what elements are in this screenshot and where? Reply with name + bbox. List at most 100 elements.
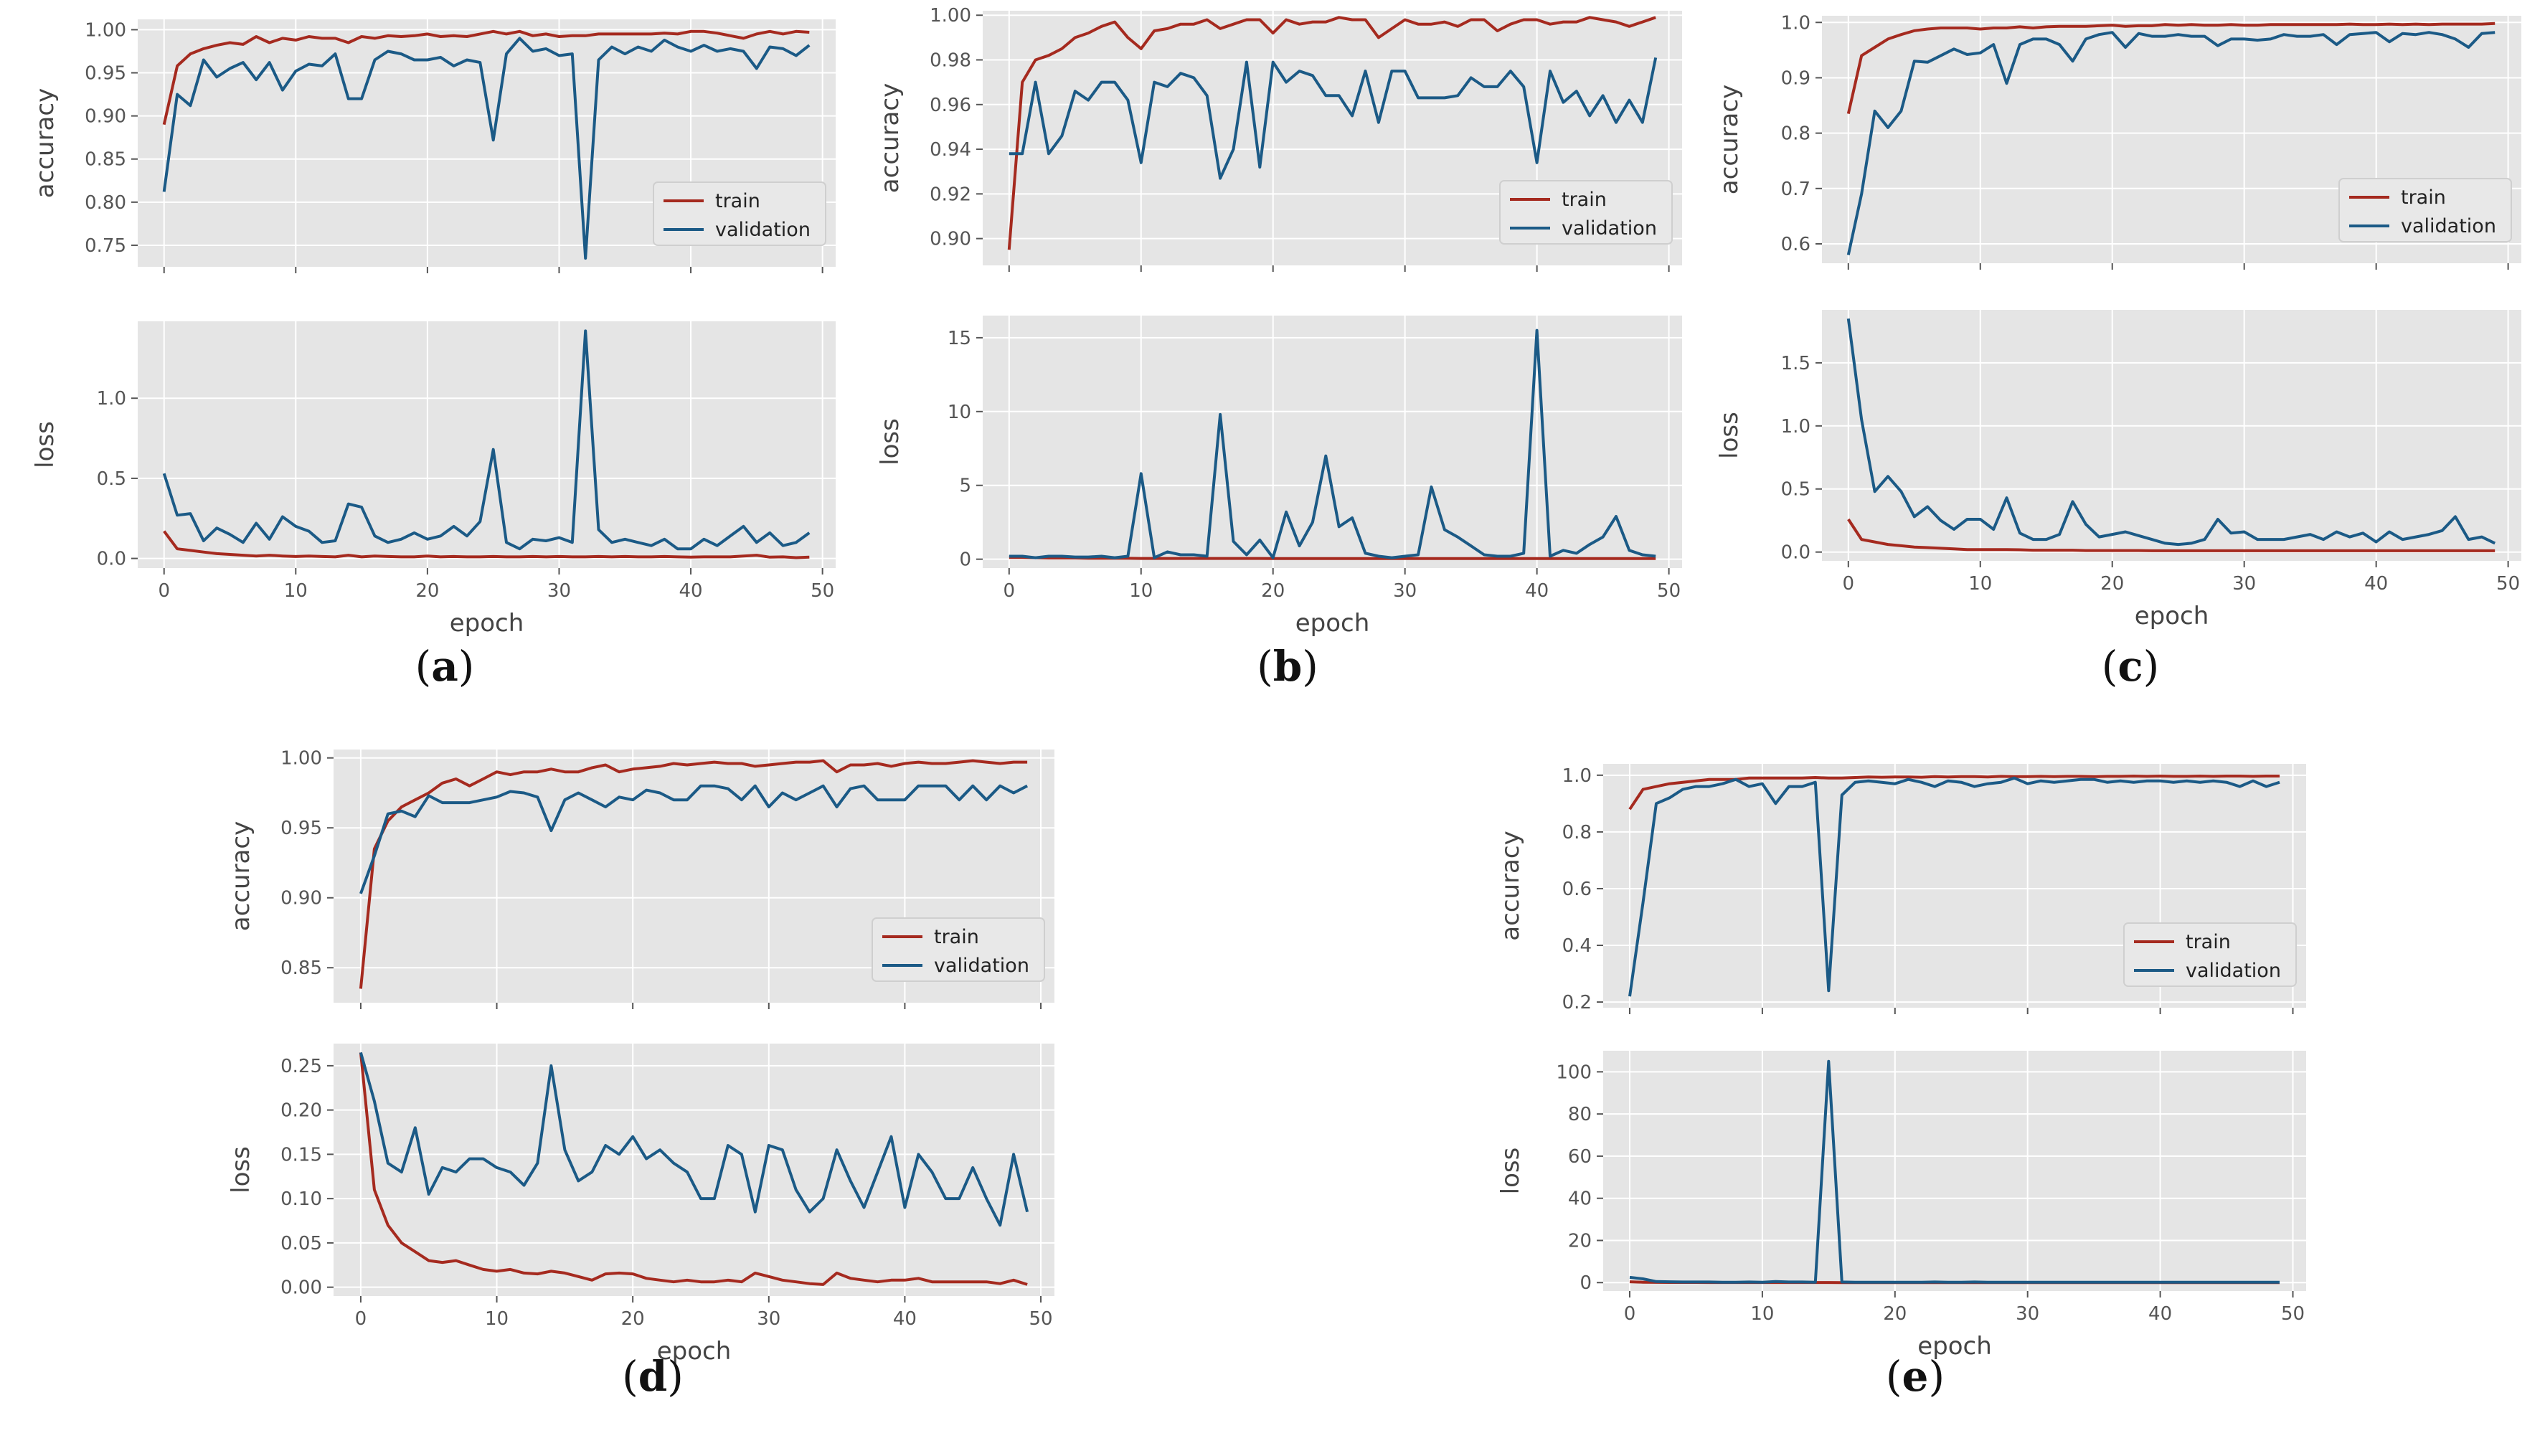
- panel-b-xtick-label: 10: [1129, 580, 1153, 602]
- panel-b-accuracy-ylabel: accuracy: [876, 83, 905, 193]
- panel-c-legend: train validation: [2338, 178, 2512, 242]
- panel-c-accuracy-validation-line: [1846, 31, 2496, 255]
- panel-d-legend: train validation: [872, 917, 1045, 982]
- panel-b-accuracy-ytick-label: 0.98: [930, 50, 971, 72]
- panel-a-xtick-label: 0: [158, 580, 170, 602]
- caption-letter: d: [638, 1352, 668, 1401]
- panel-e-loss-ytick-label: 0: [1580, 1272, 1592, 1294]
- panel-a-loss-ytick-label: 0.5: [97, 468, 126, 490]
- caption-letter: c: [2117, 642, 2143, 691]
- panel-b-accuracy-ytick-label: 0.94: [930, 139, 971, 161]
- panel-e-accuracy-validation-line: [1628, 776, 2280, 997]
- panel-d-loss-ytick-label: 0.15: [280, 1144, 322, 1166]
- panel-e-legend: train validation: [2123, 922, 2297, 987]
- panel-e-legend-train-label: train: [2186, 931, 2231, 953]
- panel-e-loss-ytick-label: 40: [1568, 1188, 1592, 1210]
- panel-a-accuracy-validation-line: [162, 37, 811, 260]
- caption-close-paren: ): [1302, 642, 1318, 691]
- panel-b-xtick-label: 20: [1261, 580, 1285, 602]
- caption-open-paren: (: [1885, 1352, 1902, 1401]
- panel-e-xlabel: epoch: [1917, 1332, 1992, 1361]
- panel-b-accuracy-ytick-label: 1.00: [930, 5, 971, 27]
- panel-e-loss-validation-line: [1629, 1059, 2280, 1284]
- panel-e-accuracy-ylabel: accuracy: [1496, 831, 1525, 940]
- panel-e-xtick-label: 0: [1624, 1303, 1636, 1325]
- panel-b-accuracy-axes: 0.90 0.92 0.94 0.96 0.98 1.00 accuracy train val…: [876, 5, 1682, 272]
- panel-e-accuracy-ytick-label: 0.6: [1562, 879, 1592, 900]
- panel-b-loss-background: [983, 316, 1682, 568]
- panel-e-accuracy-axes: 0.2 0.4 0.6 0.8 1.0 accuracy train validation: [1496, 764, 2306, 1014]
- panel-b-accuracy-ytick-label: 0.92: [930, 184, 971, 205]
- panel-c-loss-ytick-label: 0.5: [1781, 479, 1810, 501]
- caption-close-paren: ): [2143, 642, 2160, 691]
- panel-a-accuracy-ylabel: accuracy: [31, 88, 60, 198]
- panel-b-loss-ytick-label: 0: [959, 549, 971, 571]
- panel-e-loss-ylabel: loss: [1496, 1148, 1525, 1195]
- panel-c-accuracy-ytick-label: 1.0: [1781, 12, 1810, 34]
- panel-d-loss-ylabel: loss: [227, 1146, 255, 1193]
- caption-open-paren: (: [622, 1352, 638, 1401]
- panel-c-accuracy-ylabel: accuracy: [1715, 85, 1744, 194]
- panel-b-accuracy-validation-line: [1009, 57, 1658, 180]
- panel-a-legend: train validation: [653, 181, 826, 246]
- panel-d-loss-ytick-label: 0.25: [280, 1056, 322, 1077]
- panel-a-loss-ylabel: loss: [31, 421, 60, 468]
- panel-d-accuracy-ytick-label: 0.90: [280, 888, 322, 909]
- caption-letter: a: [431, 642, 458, 691]
- panel-d-legend-train-label: train: [934, 926, 979, 948]
- panel-e-accuracy-ytick-label: 0.2: [1562, 992, 1592, 1013]
- panel-d-accuracy-train-line: [359, 759, 1028, 989]
- panel-d-xtick-label: 10: [485, 1308, 509, 1330]
- panel-e-xtick-label: 30: [2016, 1303, 2039, 1325]
- panel-e-accuracy-ytick-label: 0.8: [1562, 822, 1592, 843]
- panel-e-loss-ytick-label: 80: [1568, 1104, 1592, 1125]
- panel-e-loss-axes: 0 10 20 30 40 50 0 20 40 60 80 100 loss epoch: [1496, 1051, 2306, 1361]
- panel-b-loss-ytick-label: 5: [959, 476, 971, 497]
- panel-c-loss-validation-line: [1846, 318, 2496, 547]
- panel-c-xtick-label: 40: [2364, 573, 2388, 595]
- panel-a-xtick-label: 40: [679, 580, 703, 602]
- panel-a-xtick-label: 50: [811, 580, 834, 602]
- panel-b-legend-validation-label: validation: [1562, 217, 1657, 240]
- panel-d-loss-axes: 0 10 20 30 40 50 0.00 0.05 0.10 0.15 0.20 0.25 loss e…: [227, 1044, 1054, 1366]
- caption-open-paren: (: [415, 642, 432, 691]
- panel-d-xtick-label: 20: [621, 1308, 645, 1330]
- panel-d-accuracy-ytick-label: 1.00: [280, 748, 322, 770]
- panel-a-accuracy-ytick-label: 0.85: [85, 149, 126, 171]
- panel-d-accuracy-validation-line: [359, 784, 1029, 894]
- panel-a-loss-validation-line: [162, 329, 811, 551]
- panel-a-caption: (a): [415, 642, 475, 691]
- panel-c-xtick-label: 0: [1843, 573, 1855, 595]
- panel-b-loss-validation-line: [1009, 328, 1656, 559]
- panel-a-accuracy-ytick-label: 0.75: [85, 235, 126, 257]
- panel-d-accuracy-ylabel: accuracy: [227, 821, 255, 931]
- panel-b-legend-train-label: train: [1562, 189, 1607, 211]
- panel-d-caption: (d): [622, 1352, 684, 1401]
- panel-a-accuracy-ytick-label: 0.95: [85, 63, 126, 85]
- panel-e-loss-ytick-label: 20: [1568, 1230, 1592, 1252]
- panel-c-accuracy-axes: 0.6 0.7 0.8 0.9 1.0 accuracy train validation: [1715, 12, 2521, 270]
- panel-e-loss-ytick-label: 60: [1568, 1146, 1592, 1168]
- panel-d-loss-train-line: [359, 1052, 1028, 1286]
- panel-c-xtick-label: 50: [2496, 573, 2520, 595]
- panel-b-accuracy-train-line: [1007, 16, 1656, 250]
- panel-d-loss-ytick-label: 0.20: [280, 1100, 322, 1122]
- panel-a-loss-axes: 0 10 20 30 40 50 0.0 0.5 1.0 loss epoch: [31, 321, 836, 638]
- panel-e-caption: (e): [1886, 1352, 1945, 1401]
- panel-e-loss-ytick-label: 100: [1556, 1062, 1592, 1083]
- panel-b-accuracy-ytick-label: 0.90: [930, 229, 971, 250]
- panel-d-xtick-label: 40: [893, 1308, 917, 1330]
- panel-c-caption: (c): [2102, 642, 2160, 691]
- panel-c-accuracy-ytick-label: 0.8: [1781, 123, 1810, 145]
- panel-b-loss-ylabel: loss: [876, 418, 905, 465]
- panel-c-loss-ytick-label: 0.0: [1781, 542, 1810, 564]
- caption-close-paren: ): [1928, 1352, 1945, 1401]
- panel-c-loss-axes: 0 10 20 30 40 50 0.0 0.5 1.0 1.5 loss epoch: [1715, 310, 2521, 630]
- panel-e-xtick-label: 10: [1750, 1303, 1774, 1325]
- panel-e-legend-validation-label: validation: [2186, 960, 2281, 982]
- panel-c-accuracy-ytick-label: 0.6: [1781, 234, 1810, 255]
- caption-letter: b: [1272, 642, 1303, 691]
- panel-a-legend-train-label: train: [715, 190, 760, 212]
- panel-b-xtick-label: 0: [1004, 580, 1016, 602]
